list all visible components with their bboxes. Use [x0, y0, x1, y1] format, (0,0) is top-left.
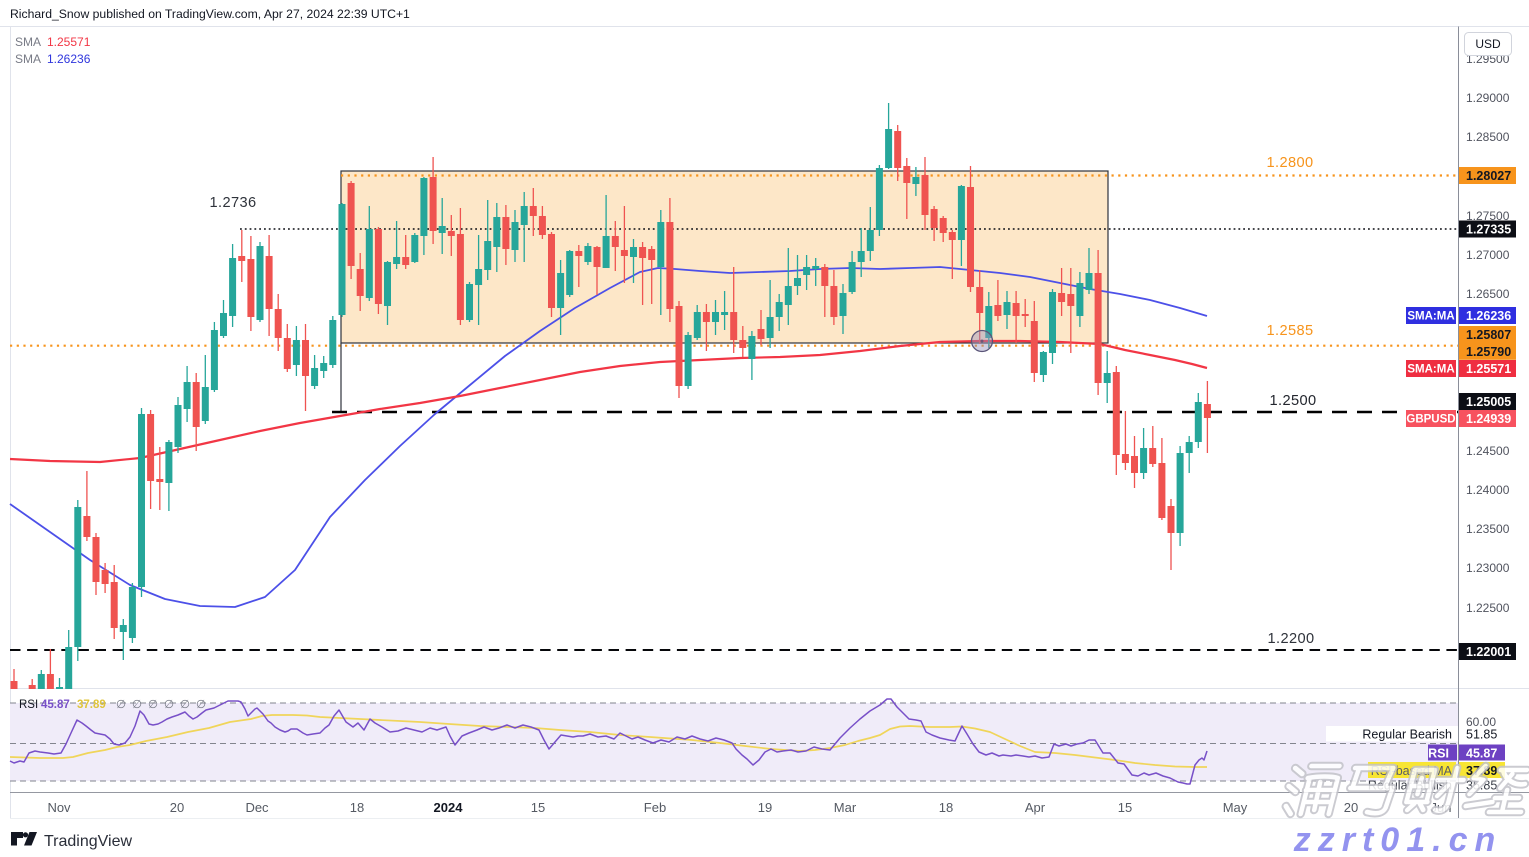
svg-text:SMA: SMA [15, 35, 41, 49]
svg-text:Apr: Apr [1025, 800, 1046, 815]
svg-text:Regular Bearish: Regular Bearish [1362, 728, 1452, 742]
svg-text:15: 15 [531, 800, 545, 815]
svg-text:1.2800: 1.2800 [1266, 155, 1313, 171]
svg-text:1.25807: 1.25807 [1466, 328, 1511, 342]
svg-text:Dec: Dec [245, 800, 269, 815]
svg-text:1.26500: 1.26500 [1466, 287, 1510, 301]
svg-text:45.87: 45.87 [41, 699, 70, 711]
svg-text:∅: ∅ [196, 699, 206, 711]
svg-text:20: 20 [1344, 800, 1358, 815]
svg-text:1.24939: 1.24939 [1466, 412, 1511, 426]
svg-text:∅: ∅ [148, 699, 158, 711]
svg-text:Feb: Feb [644, 800, 666, 815]
svg-text:1.2585: 1.2585 [1266, 323, 1313, 339]
svg-text:15: 15 [1118, 800, 1132, 815]
svg-text:45.87: 45.87 [1466, 747, 1497, 761]
svg-text:1.2736: 1.2736 [209, 195, 256, 211]
svg-text:USD: USD [1475, 37, 1501, 51]
svg-text:1.2500: 1.2500 [1269, 393, 1316, 409]
svg-text:1.27500: 1.27500 [1466, 209, 1510, 223]
svg-text:1.2200: 1.2200 [1267, 631, 1314, 647]
svg-text:1.29000: 1.29000 [1466, 91, 1510, 105]
svg-text:1.25790: 1.25790 [1466, 345, 1511, 359]
svg-text:Mar: Mar [834, 800, 857, 815]
svg-text:37.89: 37.89 [77, 699, 106, 711]
svg-text:1.28500: 1.28500 [1466, 130, 1510, 144]
svg-text:1.24500: 1.24500 [1466, 444, 1510, 458]
svg-text:1.23500: 1.23500 [1466, 522, 1510, 536]
svg-text:SMA: SMA [15, 52, 41, 66]
svg-text:GBPUSD: GBPUSD [1406, 414, 1455, 426]
svg-text:18: 18 [939, 800, 953, 815]
svg-text:May: May [1223, 800, 1248, 815]
svg-text:∅: ∅ [180, 699, 190, 711]
svg-text:19: 19 [758, 800, 772, 815]
svg-text:RSI: RSI [19, 699, 38, 711]
svg-text:1.23000: 1.23000 [1466, 561, 1510, 575]
svg-text:1.25571: 1.25571 [1466, 362, 1511, 376]
svg-text:1.25005: 1.25005 [1466, 395, 1511, 409]
svg-text:1.25571: 1.25571 [47, 35, 91, 49]
svg-text:RSI: RSI [1428, 747, 1449, 761]
svg-text:1.22500: 1.22500 [1466, 601, 1510, 615]
svg-text:∅: ∅ [116, 699, 126, 711]
svg-text:Nov: Nov [47, 800, 71, 815]
svg-text:SMA:MA: SMA:MA [1407, 311, 1454, 323]
svg-text:20: 20 [170, 800, 184, 815]
svg-text:1.24000: 1.24000 [1466, 483, 1510, 497]
svg-text:1.28027: 1.28027 [1466, 169, 1511, 183]
svg-text:∅: ∅ [164, 699, 174, 711]
svg-text:1.26236: 1.26236 [47, 52, 91, 66]
svg-text:SMA:MA: SMA:MA [1407, 364, 1454, 376]
svg-text:1.27335: 1.27335 [1466, 223, 1511, 237]
svg-text:1.27000: 1.27000 [1466, 248, 1510, 262]
svg-text:∅: ∅ [132, 699, 142, 711]
svg-text:Richard_Snow published on Trad: Richard_Snow published on TradingView.co… [10, 7, 410, 21]
svg-text:1.26236: 1.26236 [1466, 309, 1511, 323]
svg-text:18: 18 [350, 800, 364, 815]
svg-text:TradingView: TradingView [44, 833, 132, 850]
svg-text:1.22001: 1.22001 [1466, 645, 1511, 659]
svg-text:51.85: 51.85 [1466, 728, 1497, 742]
svg-text:2024: 2024 [434, 800, 464, 815]
svg-text:zzrt01.cn: zzrt01.cn [1293, 821, 1503, 857]
svg-text:60.00: 60.00 [1466, 715, 1496, 729]
